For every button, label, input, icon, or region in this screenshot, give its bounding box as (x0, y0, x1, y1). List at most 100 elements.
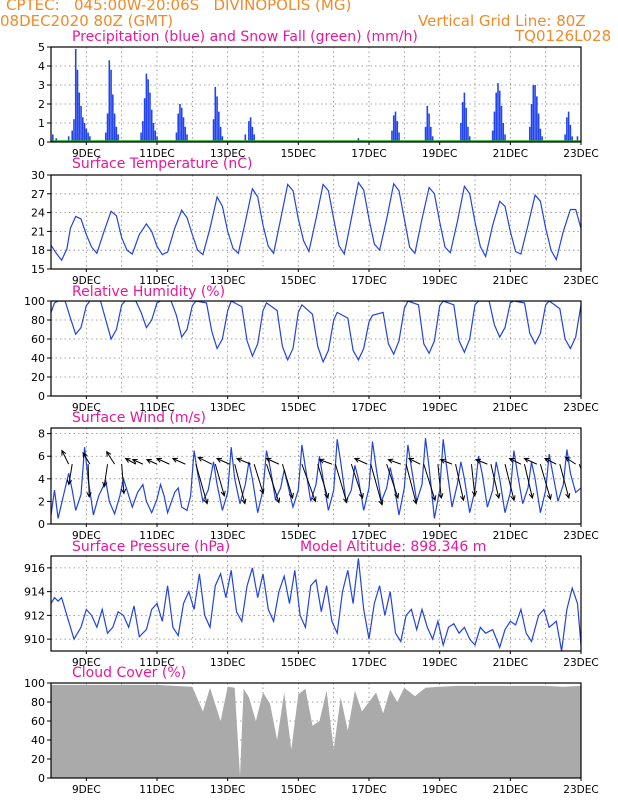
precip-bar (80, 105, 82, 142)
wind-ytick-label: 2 (38, 495, 45, 508)
wind-arrow (317, 463, 330, 500)
wind-arrow (439, 458, 453, 465)
header-model-id: TQ0126L028 (515, 27, 612, 45)
precip-bar (76, 69, 79, 142)
wind-arrow (386, 463, 400, 500)
precip-bar (74, 48, 77, 142)
rh-panel: 0 20 40 60 80 100 9DEC 11DEC 13DEC 15DEC 17DEC 19DE… (24, 295, 599, 414)
precip-bar (78, 92, 81, 142)
precip-bar (576, 136, 579, 142)
rh-xtick-label: 23DEC (563, 402, 598, 414)
wind-line (51, 438, 581, 519)
temp-panel-title: Surface Temperature (nC) (72, 156, 253, 172)
wind-arrow (455, 464, 466, 502)
precip-bar (493, 111, 496, 142)
wind-arrow (470, 464, 478, 497)
precip-bar (536, 96, 538, 142)
rh-xtick-label: 11DEC (139, 402, 174, 414)
temp-xtick-label: 11DEC (139, 275, 174, 287)
temp-plot (51, 181, 581, 262)
precip-bar (216, 96, 218, 142)
precip-bar (495, 92, 497, 142)
rh-xtick-label: 15DEC (281, 402, 316, 414)
pres-plot (51, 558, 581, 651)
pres-xtick-label: 23DEC (563, 657, 598, 669)
wind-ytick-label: 8 (38, 428, 45, 441)
precip-bar (566, 117, 568, 142)
precip-xtick-label: 17DEC (351, 148, 386, 160)
temp-ytick-label: 15 (31, 263, 45, 276)
wind-arrow (131, 458, 144, 465)
wind-xtick-label: 23DEC (563, 530, 598, 542)
pres-ytick-label: 914 (24, 586, 45, 599)
precip-bar (89, 136, 91, 142)
precip-bar (244, 134, 247, 142)
wind-frame (50, 427, 582, 525)
rh-xtick-label: 13DEC (210, 402, 245, 414)
precip-xtick-label: 19DEC (422, 148, 457, 160)
precip-bar (564, 134, 566, 142)
wind-arrow (82, 451, 91, 465)
temp-ytick-label: 30 (31, 169, 45, 182)
wind-arrow (407, 457, 421, 465)
temp-panel: 15 18 21 24 27 30 9DEC 11DEC 13DEC 15DEC 17DEC 19DE… (31, 169, 599, 287)
precip-bar (145, 73, 148, 142)
wind-arrow (543, 457, 557, 465)
wind-arrow (405, 464, 418, 505)
precip-bar (219, 126, 222, 142)
wind-arrow (437, 464, 444, 500)
precip-bar (113, 113, 116, 142)
wind-xtick-label: 17DEC (351, 530, 386, 542)
pressure-panel-title: Surface Pressure (hPa) (72, 539, 231, 555)
precip-bar (154, 130, 157, 142)
wind-ytick-label: 6 (38, 450, 45, 463)
precip-bar (112, 94, 114, 142)
precip-bar (497, 83, 499, 142)
rh-ytick-label: 100 (24, 295, 45, 308)
precip-bar (569, 124, 572, 142)
precip-bar (115, 126, 118, 142)
precip-bar (467, 126, 469, 142)
temp-xtick-label: 17DEC (351, 275, 386, 287)
rh-frame (50, 300, 582, 397)
wind-arrow (504, 464, 516, 502)
precip-bar (567, 111, 570, 142)
pres-xtick-label: 17DEC (351, 657, 386, 669)
precip-bar (537, 113, 540, 142)
precip-bar (142, 121, 144, 142)
pres-line (51, 558, 581, 651)
precip-bar (251, 126, 254, 142)
wind-arrow (559, 464, 571, 500)
cloud-xtick-label: 13DEC (210, 784, 245, 796)
wind-arrow (387, 458, 401, 465)
rh-plot (51, 301, 581, 364)
pres-panel: 910 912 914 916 9DEC 11DEC 13DEC 15DEC 17DEC 19DE… (24, 555, 599, 669)
wind-arrow (539, 464, 552, 501)
wind-arrow (508, 457, 522, 465)
wind-arrow (155, 457, 170, 465)
cloud-xtick-label: 15DEC (281, 784, 316, 796)
precip-bar (539, 128, 542, 142)
precip-bar (428, 113, 430, 142)
precip-bar (534, 85, 536, 142)
precip-bar (502, 123, 505, 142)
precip-bar (51, 134, 54, 142)
wind-arrow (214, 464, 226, 497)
temp-xtick-label: 9DEC (72, 275, 101, 287)
precip-bar (106, 113, 109, 142)
precip-ytick-label: 2 (38, 98, 45, 111)
wind-ytick-label: 4 (38, 473, 45, 486)
pres-ytick-label: 916 (24, 562, 45, 575)
temp-ytick-label: 21 (31, 225, 45, 238)
precip-bar (147, 79, 149, 142)
precip-bar (398, 132, 400, 142)
precip-bar (180, 107, 183, 142)
precip-bar (504, 134, 506, 142)
cloud-xtick-label: 23DEC (563, 784, 598, 796)
precip-bar (182, 117, 185, 142)
wind-panel: 0 2 4 6 8 9DEC 11DEC 13DEC 15DEC 17DEC 19DEC 21DEC 2… (38, 427, 599, 542)
wind-arrow (564, 456, 576, 465)
cloud-xtick-label: 9DEC (72, 784, 101, 796)
temp-ytick-label: 18 (31, 244, 45, 257)
precip-bar (357, 138, 360, 142)
